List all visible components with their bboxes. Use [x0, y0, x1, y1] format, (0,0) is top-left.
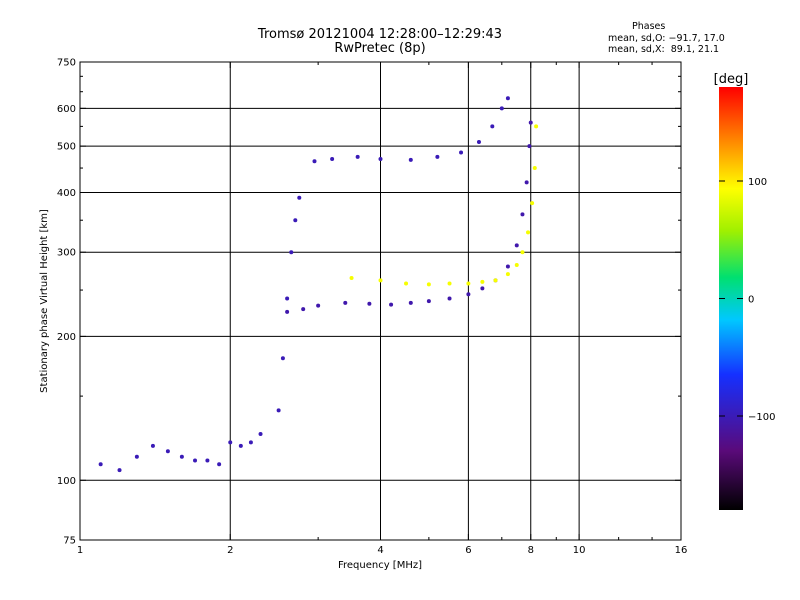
chart-title: Tromsø 20121004 12:28:00–12:29:43 — [257, 27, 503, 42]
data-point — [150, 443, 155, 448]
data-point — [466, 292, 471, 297]
y-tick-label: 75 — [63, 536, 76, 547]
data-point — [499, 106, 504, 111]
colorbar-tick-label: 0 — [748, 295, 754, 306]
data-point — [248, 440, 253, 445]
data-point — [520, 250, 525, 255]
data-point — [493, 278, 498, 283]
data-point — [447, 296, 452, 301]
data-point — [435, 154, 440, 159]
colorbar-tick-label: 100 — [748, 177, 767, 188]
data-point — [205, 458, 210, 463]
x-tick-label: 1 — [77, 545, 83, 556]
data-point — [117, 468, 122, 473]
data-point — [514, 243, 519, 248]
data-points — [98, 96, 539, 473]
data-point — [367, 301, 372, 306]
data-point — [527, 144, 532, 149]
data-point — [530, 201, 535, 206]
y-axis-label: Stationary phase Virtual Height [km] — [39, 209, 50, 393]
data-point — [316, 303, 321, 308]
data-point — [285, 296, 290, 301]
y-tick-label: 500 — [57, 142, 76, 153]
data-point — [289, 250, 294, 255]
x-axis-label: Frequency [MHz] — [338, 560, 422, 571]
data-point — [426, 282, 431, 287]
data-point — [490, 124, 495, 129]
y-tick-label: 100 — [57, 476, 76, 487]
data-point — [389, 302, 394, 307]
data-point — [238, 443, 243, 448]
data-point — [330, 157, 335, 162]
data-point — [312, 159, 317, 164]
data-point — [476, 140, 481, 145]
data-point — [134, 454, 139, 459]
stats-header: Phases — [632, 21, 666, 32]
data-point — [505, 264, 510, 269]
data-point — [426, 299, 431, 304]
data-point — [520, 212, 525, 217]
data-point — [534, 124, 539, 129]
x-tick-label: 10 — [573, 545, 586, 556]
data-point — [528, 120, 533, 125]
data-point — [524, 180, 529, 185]
data-point — [258, 431, 263, 436]
data-point — [404, 281, 409, 286]
data-point — [343, 300, 348, 305]
y-tick-label: 400 — [57, 188, 76, 199]
data-point — [378, 157, 383, 162]
data-point — [293, 218, 298, 223]
x-tick-label: 8 — [528, 545, 534, 556]
data-point — [217, 462, 222, 467]
colorbar-label: [deg] — [714, 72, 749, 87]
y-tick-label: 200 — [57, 332, 76, 343]
data-point — [505, 96, 510, 101]
x-tick-label: 4 — [377, 545, 383, 556]
data-point — [355, 154, 360, 159]
x-tick-label: 2 — [227, 545, 233, 556]
axis-ticks: 1 2 4 6 8 10 16 75 100 200 300 400 500 600 750 — [57, 58, 687, 557]
data-point — [378, 278, 383, 283]
grid — [80, 62, 681, 540]
data-point — [280, 356, 285, 361]
data-point — [480, 279, 485, 284]
x-tick-label: 16 — [675, 545, 688, 556]
data-point — [447, 281, 452, 286]
data-point — [193, 458, 198, 463]
data-point — [276, 408, 281, 413]
data-point — [228, 440, 233, 445]
data-point — [349, 275, 354, 280]
chart-subtitle: RwPretec (8p) — [334, 41, 426, 56]
data-point — [480, 286, 485, 291]
data-point — [466, 281, 471, 286]
data-point — [301, 307, 306, 312]
y-tick-label: 300 — [57, 248, 76, 259]
data-point — [408, 300, 413, 305]
x-tick-label: 6 — [465, 545, 471, 556]
colorbar-tick-label: −100 — [748, 412, 775, 423]
colorbar-ticks: 100 0 −100 — [719, 177, 775, 423]
data-point — [179, 454, 184, 459]
data-point — [459, 150, 464, 155]
stats-x-mode: mean, sd,X: 89.1, 21.1 — [608, 44, 720, 55]
data-point — [165, 449, 170, 454]
data-point — [532, 166, 537, 171]
data-point — [505, 272, 510, 277]
data-point — [408, 157, 413, 162]
y-tick-label: 750 — [57, 58, 76, 69]
data-point — [514, 263, 519, 268]
y-tick-label: 600 — [57, 104, 76, 115]
data-point — [98, 462, 103, 467]
data-point — [526, 230, 531, 235]
data-point — [297, 195, 302, 200]
stats-o-mode: mean, sd,O: −91.7, 17.0 — [608, 33, 725, 44]
data-point — [285, 309, 290, 314]
